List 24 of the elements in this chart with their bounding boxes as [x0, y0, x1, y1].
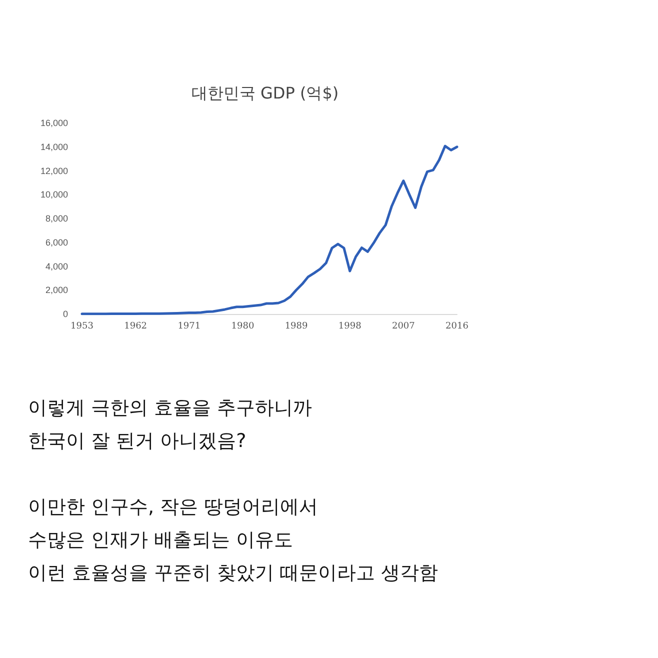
text: 이렇게 극한의 효율을 추구하니까 — [28, 396, 314, 421]
x-tick-label: 1980 — [231, 322, 254, 332]
y-tick-label: 4,000 — [45, 261, 68, 272]
y-tick-label: 10,000 — [40, 190, 68, 200]
x-tick-label: 1989 — [284, 322, 308, 332]
x-tick-label: 1971 — [178, 322, 201, 332]
x-tick-label: 2016 — [446, 322, 469, 332]
y-tick-label: 2,000 — [45, 285, 68, 296]
y-tick-label: 12,000 — [40, 166, 68, 176]
y-tick-label: 16,000 — [40, 118, 68, 128]
x-tick-label: 1962 — [124, 322, 148, 332]
text: 이만한 인구수, 작은 땅덩어리에서 — [28, 495, 320, 520]
text: 한국이 잘 된거 아니겠음? — [28, 429, 248, 454]
text: 이런 효율성을 꾸준히 찾았기 때문이라고 생각함 — [28, 561, 438, 586]
y-tick-label: 0 — [62, 309, 68, 319]
y-tick-label: 8,000 — [45, 214, 68, 224]
chart-title: 대한민국 GDP (억$) — [191, 84, 339, 102]
text: 수많은 인재가 배출되는 이유도 — [28, 528, 294, 553]
x-tick-label: 1953 — [70, 322, 94, 332]
x-tick-label: 1998 — [338, 322, 362, 332]
y-tick-label: 6,000 — [45, 237, 68, 248]
line-series — [80, 144, 458, 316]
y-tick-label: 14,000 — [40, 142, 68, 152]
x-tick-label: 2007 — [392, 322, 416, 332]
